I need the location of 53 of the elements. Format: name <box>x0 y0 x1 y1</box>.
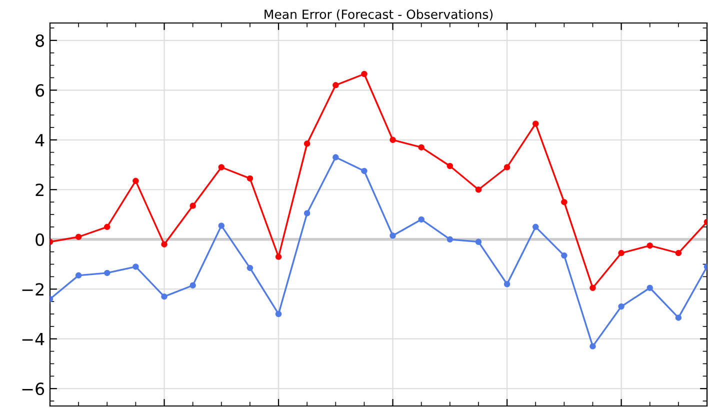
point <box>646 242 653 249</box>
point <box>161 293 168 300</box>
point <box>190 202 196 209</box>
point <box>332 82 339 88</box>
y-tick-label: −2 <box>22 283 44 296</box>
y-tick-label: 0 <box>36 233 44 246</box>
point <box>532 120 539 127</box>
point <box>590 343 596 350</box>
point <box>246 264 254 272</box>
point <box>218 222 225 229</box>
point <box>161 241 168 248</box>
point <box>390 136 396 144</box>
point <box>590 284 596 291</box>
point <box>390 232 396 239</box>
point <box>246 175 254 182</box>
point <box>75 234 82 240</box>
point <box>618 250 624 256</box>
point <box>132 264 139 270</box>
point <box>132 178 139 184</box>
point <box>418 216 424 223</box>
point <box>361 168 368 174</box>
point <box>675 250 682 256</box>
y-tick-label: 2 <box>36 184 44 196</box>
point <box>446 162 454 170</box>
point <box>446 236 454 242</box>
point <box>675 314 682 321</box>
point <box>646 284 653 291</box>
point <box>561 252 568 259</box>
point <box>275 310 282 318</box>
chart-title: Mean Error (Forecast - Observations) <box>264 9 493 20</box>
point <box>475 238 482 245</box>
point <box>475 186 482 193</box>
point <box>304 140 310 147</box>
point <box>532 224 539 230</box>
y-tick-label: 6 <box>36 84 44 97</box>
point <box>618 303 624 310</box>
point <box>504 281 510 288</box>
point <box>104 270 110 276</box>
point <box>190 282 196 289</box>
point <box>218 164 225 170</box>
point <box>418 144 424 150</box>
point <box>332 154 339 160</box>
point <box>104 224 110 230</box>
point <box>561 198 568 206</box>
point <box>361 70 368 78</box>
point <box>304 210 310 216</box>
y-tick-label: 4 <box>35 134 44 146</box>
y-tick-label: −6 <box>22 382 44 396</box>
point <box>75 272 82 279</box>
point <box>504 164 510 170</box>
point <box>275 254 282 260</box>
y-tick-label: −4 <box>22 333 44 346</box>
y-tick-label: 8 <box>36 34 44 47</box>
